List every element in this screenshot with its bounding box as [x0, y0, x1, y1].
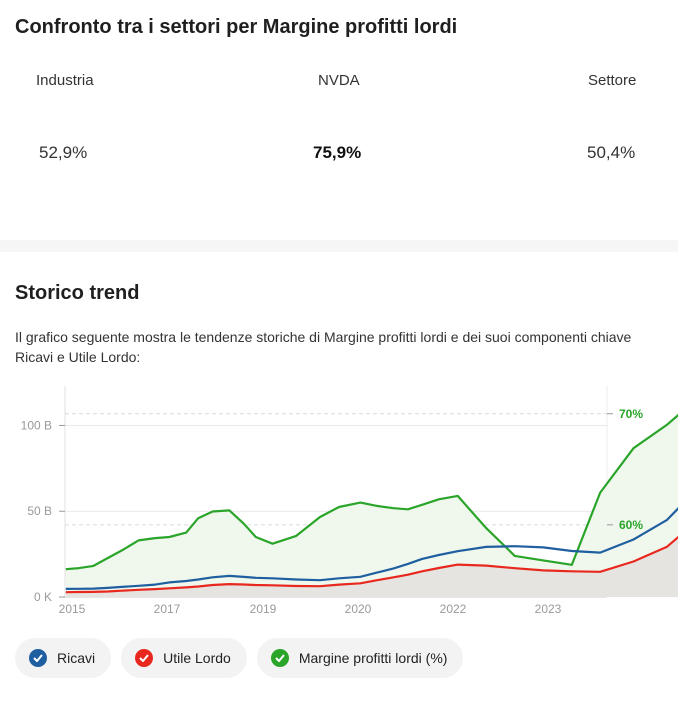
y2-tick-label: 60% [619, 518, 643, 532]
legend-item-utile-lordo[interactable]: Utile Lordo [121, 638, 247, 678]
industry-value: 52,9% [39, 143, 88, 162]
y-tick-label: 0 K [34, 590, 52, 604]
legend-label: Margine profitti lordi (%) [298, 650, 448, 666]
chart-areas [65, 415, 678, 597]
industry-label: Industria [36, 72, 94, 89]
legend-item-ricavi[interactable]: Ricavi [15, 638, 112, 678]
legend-label: Utile Lordo [163, 650, 231, 666]
section-title-comparison: Confronto tra i settori per Margine prof… [15, 16, 458, 38]
x-tick-label: 2023 [535, 602, 562, 616]
x-tick-label: 2020 [345, 602, 372, 616]
revenue-line [65, 507, 678, 590]
x-tick-label: 2015 [59, 602, 86, 616]
legend-item-margine[interactable]: Margine profitti lordi (%) [256, 638, 464, 678]
margin-line [65, 413, 678, 571]
x-tick-label: 2017 [154, 602, 181, 616]
check-icon [135, 649, 154, 667]
gross-profit-area [65, 537, 678, 597]
sector-value: 50,4% [587, 143, 636, 162]
legend-label: Ricavi [57, 650, 96, 666]
check-icon [29, 649, 47, 667]
section-title-trend: Storico trend [15, 282, 140, 304]
trend-description: Il grafico seguente mostra le tendenze s… [15, 329, 632, 365]
margin-area [65, 415, 678, 597]
company-value: 75,9% [313, 143, 362, 162]
chart-axes: 0 K 50 B 100 B 60% 70% 2015 2017 2019 2020 2022 20… [21, 407, 644, 616]
trend-chart: 0 K 50 B 100 B 60% 70% 2015 2017 2019 2020 2022 20… [21, 386, 678, 616]
check-icon [270, 649, 289, 667]
y2-tick-label: 70% [619, 407, 643, 421]
chart-legend: Ricavi Utile Lordo Margine profitti lord… [15, 638, 464, 678]
y-tick-label: 50 B [27, 504, 52, 518]
y-tick-label: 100 B [21, 418, 52, 432]
sector-label: Settore [588, 72, 637, 89]
gross-profit-line [65, 535, 678, 594]
x-tick-label: 2022 [440, 602, 467, 616]
chart-lines [65, 413, 678, 594]
company-label: NVDA [318, 72, 360, 89]
x-tick-label: 2019 [250, 602, 277, 616]
section-divider [0, 240, 678, 252]
